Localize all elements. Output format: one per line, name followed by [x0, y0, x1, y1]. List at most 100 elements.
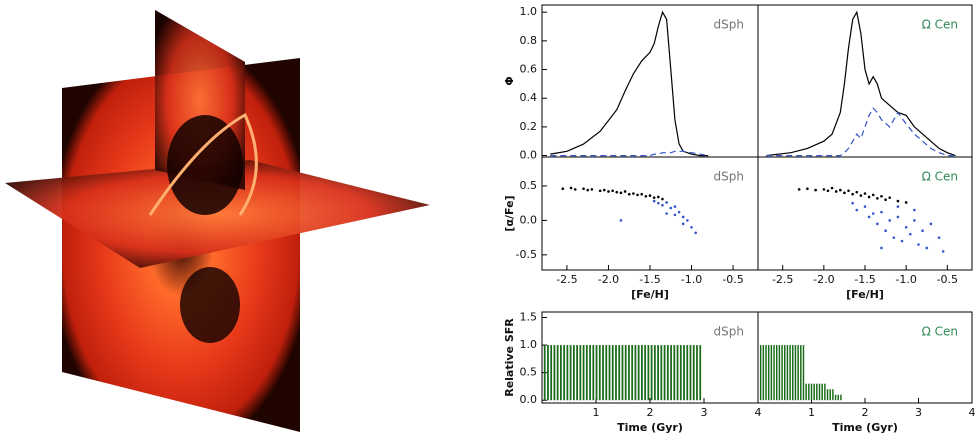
star-point — [657, 195, 660, 199]
panel-label: dSph — [714, 18, 744, 32]
star-point — [590, 188, 594, 191]
x-tick-label: -1.0 — [681, 273, 702, 286]
sfr-bar — [813, 383, 815, 401]
sfr-bar — [683, 345, 685, 401]
star-point — [619, 219, 623, 222]
x-tick-label: -0.5 — [937, 273, 958, 286]
x-tick-label: 1 — [593, 406, 600, 419]
star-point — [652, 196, 656, 199]
star-point — [627, 192, 631, 196]
sfr-bar — [805, 383, 807, 401]
sfr-bar — [676, 345, 679, 401]
sfr-bar — [832, 389, 834, 401]
star-point — [896, 199, 900, 203]
star-point — [615, 190, 619, 194]
x-tick-label: 3 — [915, 406, 922, 419]
star-point — [917, 243, 920, 246]
y-axis-label: Relative SFR — [503, 318, 516, 397]
simulation-render — [5, 10, 430, 432]
sfr-bar — [696, 345, 698, 401]
star-point — [937, 236, 941, 239]
star-point — [834, 190, 838, 193]
star-point — [677, 210, 681, 214]
star-point — [851, 192, 854, 196]
star-point — [822, 188, 826, 191]
y-tick-label: 0.0 — [520, 393, 538, 406]
x-tick-label: -0.5 — [722, 273, 743, 286]
sfr-bar — [837, 394, 839, 401]
star-point — [598, 189, 602, 193]
sfr-bar — [821, 383, 823, 401]
star-point — [661, 197, 664, 201]
star-point — [871, 193, 875, 197]
sfr-bar — [572, 345, 575, 401]
star-point — [648, 194, 652, 197]
sfr-bar — [767, 345, 770, 401]
star-point — [876, 222, 879, 226]
sfr-bar — [618, 345, 621, 401]
sfr-bar — [547, 345, 549, 401]
star-point — [839, 188, 842, 192]
sfr-bar — [692, 345, 695, 401]
sfr-bar — [605, 345, 608, 401]
mdf-line — [550, 10, 709, 157]
mdf-line — [766, 107, 956, 157]
star-point — [619, 191, 623, 195]
sfr-bar — [628, 345, 630, 401]
plot-panels: 0.0 0.2 0.4 0.6 0.8 1.0 dSph Φ Ω Cen -0.5 0.0 0.5 -2… — [503, 4, 976, 434]
panel-label: Ω Cen — [922, 325, 958, 339]
star-point — [694, 231, 697, 235]
star-point — [888, 219, 891, 222]
sfr-bar — [660, 345, 663, 401]
star-point — [690, 225, 693, 229]
sfr-bar — [762, 345, 765, 401]
star-point — [632, 192, 635, 195]
sfr-bar — [826, 389, 829, 401]
sfr-bar — [556, 345, 559, 401]
sfr-bar — [550, 345, 553, 401]
star-point — [665, 212, 668, 215]
x-axis-label: Time (Gyr) — [832, 421, 898, 434]
panel: Ω Cen — [757, 4, 973, 158]
star-point — [921, 229, 924, 233]
panel: 1 2 3 4 Ω Cen Time (Gyr) — [757, 311, 976, 434]
sfr-bar — [699, 345, 702, 401]
sfr-bar — [781, 345, 783, 401]
star-point — [652, 199, 656, 203]
y-tick-label: 0.6 — [520, 63, 538, 76]
panel-label: dSph — [714, 325, 744, 339]
x-tick-label: 4 — [755, 406, 762, 419]
sfr-bar — [824, 383, 826, 401]
sfr-bar — [650, 345, 653, 401]
sfr-bar — [670, 345, 672, 401]
star-point — [847, 189, 850, 193]
star-point — [863, 205, 867, 208]
panel-label: Ω Cen — [922, 170, 958, 184]
star-point — [855, 208, 859, 212]
sfr-bar — [784, 345, 786, 401]
y-tick-label: 0.5 — [520, 179, 538, 192]
sfr-bar — [679, 345, 682, 401]
sfr-bar — [563, 345, 566, 401]
sfr-bar — [611, 345, 614, 401]
star-point — [867, 215, 871, 219]
star-point — [880, 246, 883, 250]
star-point — [871, 212, 875, 215]
star-point — [636, 193, 639, 197]
x-tick-label: -2.0 — [813, 273, 834, 286]
star-point — [669, 206, 673, 210]
sfr-bar — [765, 345, 767, 401]
sfr-bar — [543, 345, 546, 401]
star-point — [569, 186, 573, 190]
star-point — [582, 187, 585, 190]
sfr-bar — [621, 345, 624, 401]
y-tick-label: 0.8 — [520, 34, 538, 47]
star-point — [561, 187, 565, 190]
star-point — [863, 192, 867, 195]
sfr-bar — [775, 345, 778, 401]
star-point — [859, 194, 863, 197]
y-tick-label: 0.0 — [520, 149, 538, 162]
star-point — [686, 219, 689, 222]
star-point — [644, 194, 648, 198]
star-point — [830, 186, 834, 190]
